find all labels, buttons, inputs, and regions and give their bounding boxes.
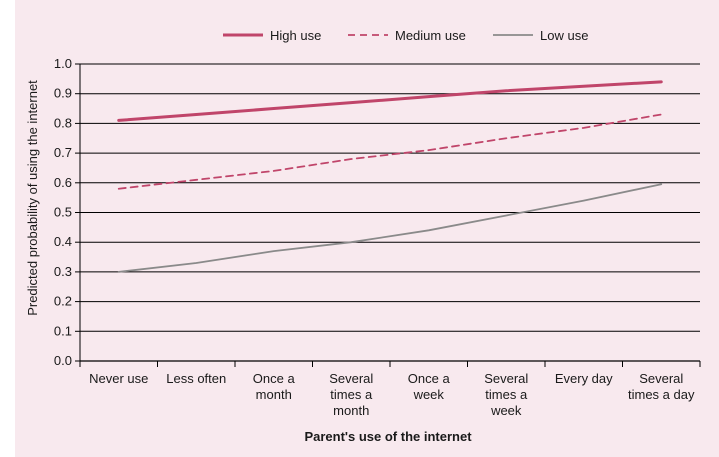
- series-layer: [117, 80, 663, 273]
- legend-label: Medium use: [395, 28, 466, 43]
- x-tick-label: Several times a day: [628, 371, 695, 402]
- x-tick-label: Several times a week: [484, 371, 528, 418]
- y-axis-title: Predicted probability of using the inter…: [25, 80, 40, 316]
- y-tick-label: 0.5: [54, 205, 72, 220]
- x-tick-label: Once a week: [408, 371, 451, 402]
- legend-label: Low use: [540, 28, 588, 43]
- chart-container: 0.0 0.1 0.2 0.3 0.4 0.5 0.6 0.7 0.8 0.9 1.0 Never u…: [15, 0, 719, 457]
- legend-label: High use: [270, 28, 321, 43]
- y-tick-label: 1.0: [54, 56, 72, 71]
- x-tick-label: Several times a month: [329, 371, 373, 418]
- y-tick-label: 0.2: [54, 294, 72, 309]
- y-tick-label: 0.4: [54, 234, 72, 249]
- series-line-high-use: [117, 80, 663, 122]
- grid-layer: [80, 63, 700, 332]
- x-tick-label: Less often: [166, 371, 226, 386]
- line-chart: 0.0 0.1 0.2 0.3 0.4 0.5 0.6 0.7 0.8 0.9 1.0 Never u…: [25, 28, 701, 444]
- legend: High use Medium use Low use: [223, 28, 588, 43]
- series-line-medium-use: [117, 113, 663, 190]
- x-axis-title: Parent's use of the internet: [304, 429, 472, 444]
- x-tick-label: Once a month: [253, 371, 296, 402]
- x-tick-label: Every day: [555, 371, 613, 386]
- y-tick-label: 0.6: [54, 175, 72, 190]
- y-tick-label: 0.9: [54, 86, 72, 101]
- axis-layer: 0.0 0.1 0.2 0.3 0.4 0.5 0.6 0.7 0.8 0.9 1.0 Never u…: [54, 56, 701, 418]
- series-line-low-use: [117, 183, 663, 273]
- x-tick-label: Never use: [89, 371, 148, 386]
- y-tick-label: 0.3: [54, 264, 72, 279]
- y-tick-label: 0.1: [54, 323, 72, 338]
- y-tick-label: 0.0: [54, 353, 72, 368]
- y-tick-label: 0.8: [54, 115, 72, 130]
- y-tick-label: 0.7: [54, 145, 72, 160]
